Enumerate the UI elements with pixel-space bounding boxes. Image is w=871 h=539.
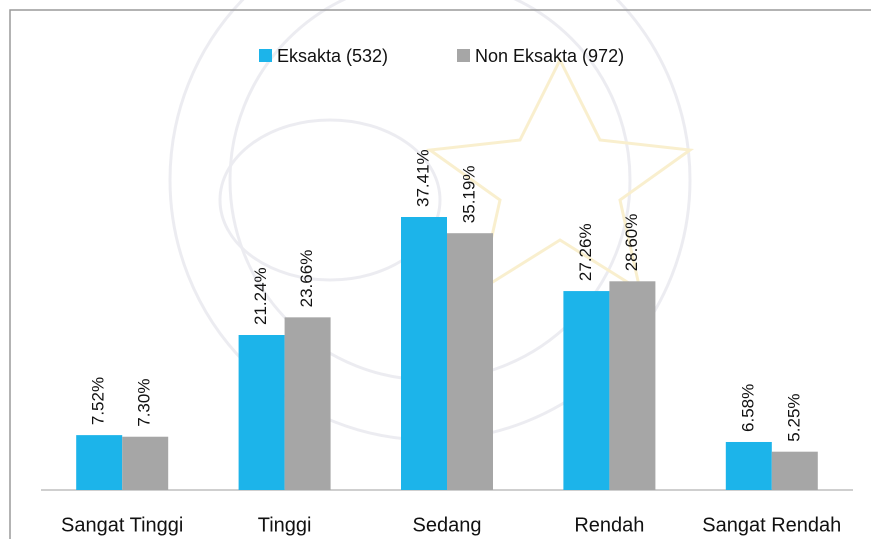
legend-label: Eksakta (532): [277, 46, 388, 66]
value-label: 6.58%: [738, 384, 757, 432]
x-tick-label: Sedang: [413, 514, 482, 536]
bar: [609, 281, 655, 490]
legend-swatch: [259, 49, 272, 62]
value-label: 7.30%: [135, 379, 154, 427]
value-label: 27.26%: [576, 223, 595, 281]
x-tick-label: Sangat Rendah: [702, 514, 841, 536]
bar: [122, 437, 168, 490]
legend-swatch: [457, 49, 470, 62]
bar: [285, 317, 331, 490]
value-label: 21.24%: [251, 267, 270, 325]
value-label: 7.52%: [89, 377, 108, 425]
value-label: 5.25%: [784, 393, 803, 441]
x-tick-label: Rendah: [574, 514, 644, 536]
value-label: 23.66%: [297, 250, 316, 308]
x-tick-label: Tinggi: [258, 514, 312, 536]
bar: [447, 233, 493, 490]
bar: [76, 435, 122, 490]
value-label: 28.60%: [622, 214, 641, 272]
chart: Eksakta (532) Non Eksakta (972) Sangat Tin…: [0, 0, 871, 539]
bar: [401, 217, 447, 490]
bar: [239, 335, 285, 490]
bar: [772, 452, 818, 490]
value-label: 35.19%: [459, 166, 478, 224]
legend-label: Non Eksakta (972): [475, 46, 624, 66]
x-tick-label: Sangat Tinggi: [61, 514, 183, 536]
value-label: 37.41%: [413, 149, 432, 207]
bar: [563, 291, 609, 490]
bar: [726, 442, 772, 490]
